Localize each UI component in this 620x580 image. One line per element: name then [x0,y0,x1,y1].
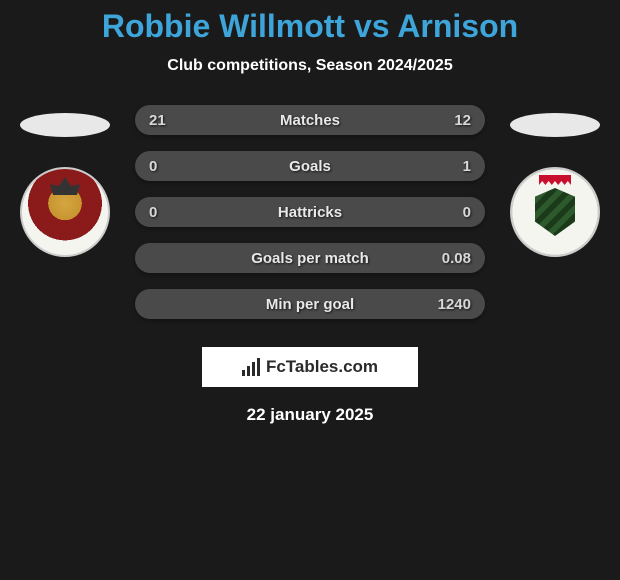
stat-label: Matches [280,112,340,129]
stat-left-value: 21 [149,112,189,129]
page-subtitle: Club competitions, Season 2024/2025 [0,57,620,75]
stat-row: Goals per match 0.08 [135,243,485,273]
stat-row: 0 Hattricks 0 [135,197,485,227]
stat-right-value: 0.08 [431,250,471,267]
club-crest-right [510,167,600,257]
bar-chart-icon [242,358,260,376]
stat-row: Min per goal 1240 [135,289,485,319]
stat-row: 0 Goals 1 [135,151,485,181]
stat-right-value: 0 [431,204,471,221]
page-title: Robbie Willmott vs Arnison [0,8,620,45]
date-label: 22 january 2025 [0,405,620,425]
comparison-card: Robbie Willmott vs Arnison Club competit… [0,0,620,425]
stat-right-value: 12 [431,112,471,129]
player-silhouette-right [510,113,600,137]
stat-label: Hattricks [278,204,342,221]
stat-left-value: 0 [149,204,189,221]
right-column [510,105,600,257]
watermark: FcTables.com [202,347,418,387]
watermark-text: FcTables.com [266,357,378,377]
content-row: 21 Matches 12 0 Goals 1 0 Hattricks 0 Go… [0,105,620,319]
stat-right-value: 1 [431,158,471,175]
stat-label: Goals [289,158,331,175]
club-crest-left [20,167,110,257]
stat-row: 21 Matches 12 [135,105,485,135]
stat-left-value: 0 [149,158,189,175]
stats-column: 21 Matches 12 0 Goals 1 0 Hattricks 0 Go… [135,105,485,319]
left-column [20,105,110,257]
stat-right-value: 1240 [431,296,471,313]
stat-label: Min per goal [266,296,354,313]
stat-label: Goals per match [251,250,369,267]
player-silhouette-left [20,113,110,137]
